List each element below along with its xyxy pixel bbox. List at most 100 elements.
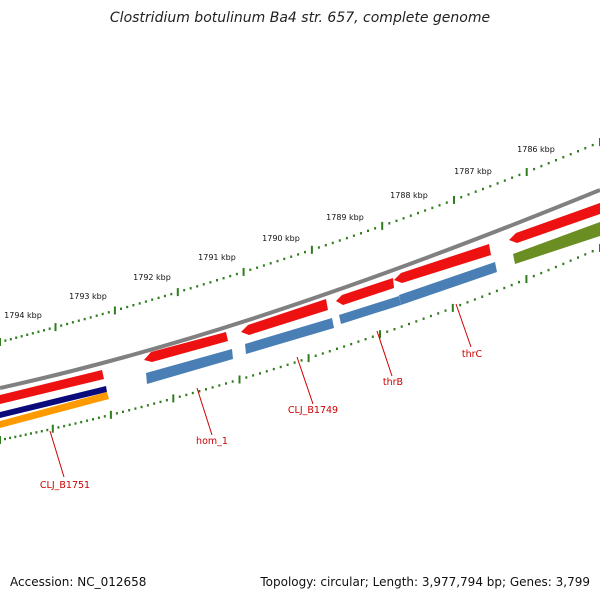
ruler-label-1792: 1792 kbp: [133, 273, 171, 282]
ruler-minor-tick: [290, 255, 293, 258]
feature-orange: [0, 392, 109, 428]
inner-minor-tick: [159, 400, 162, 404]
inner-minor-tick: [328, 350, 331, 353]
ruler-minor-tick: [331, 241, 334, 245]
inner-minor-tick: [314, 354, 317, 357]
ruler-minor-tick: [438, 204, 441, 207]
ruler-minor-tick: [107, 311, 110, 314]
inner-minor-tick: [245, 376, 248, 379]
gene-cds-thrc-forward: [394, 244, 491, 283]
ruler-minor-tick: [482, 187, 484, 191]
genome-summary-text: Topology: circular; Length: 3,977,794 bp…: [259, 575, 590, 589]
ruler-minor-tick: [352, 234, 355, 237]
inner-minor-tick: [357, 340, 360, 343]
ruler-label-1791: 1791 kbp: [198, 253, 236, 262]
ruler-minor-tick: [89, 316, 92, 319]
inner-minor-tick: [466, 301, 469, 304]
gene-labels: CLJ_B1751 hom_1 CLJ_B1749 thrB thrC: [40, 349, 483, 491]
ruler-minor-tick: [304, 250, 306, 254]
gene-cds-clj-b1749-reverse: [245, 318, 334, 354]
inner-minor-tick: [473, 298, 476, 301]
inner-minor-tick: [569, 259, 572, 262]
inner-minor-tick: [92, 418, 94, 421]
inner-major-tick: [0, 436, 1, 444]
ruler-minor-tick: [409, 214, 412, 217]
inner-minor-tick: [554, 265, 557, 269]
ruler-minor-tick: [196, 285, 199, 288]
ruler-minor-tick: [345, 236, 348, 240]
inner-minor-tick: [231, 380, 234, 383]
ruler-minor-tick: [511, 176, 514, 179]
gene-cds-right-green: [513, 222, 600, 264]
inner-minor-tick: [9, 436, 12, 440]
inner-minor-tick: [265, 370, 268, 373]
ruler-minor-tick: [496, 182, 499, 185]
ruler-minor-tick: [374, 227, 377, 230]
inner-minor-tick: [408, 322, 410, 326]
ruler-minor-tick: [77, 319, 80, 322]
inner-minor-tick: [178, 395, 181, 398]
inner-major-tick: [238, 375, 241, 384]
inner-minor-tick: [165, 399, 168, 402]
gene-cds-clj-b1749-forward: [241, 299, 328, 335]
inner-major-tick: [379, 330, 381, 339]
ruler-minor-tick: [37, 330, 40, 333]
inner-minor-tick: [286, 363, 289, 366]
accession-text: Accession: NC_012658: [10, 575, 146, 589]
ruler-minor-tick: [467, 193, 470, 196]
inner-minor-tick: [510, 283, 513, 287]
inner-major-tick: [307, 354, 310, 363]
inner-minor-tick: [503, 286, 506, 290]
inner-minor-tick: [422, 317, 425, 320]
ruler-minor-tick: [562, 156, 565, 159]
ruler-minor-tick: [518, 173, 521, 177]
ruler-minor-tick: [43, 329, 45, 332]
inner-minor-tick: [128, 409, 131, 412]
inner-tick-track: [0, 244, 600, 444]
ruler-minor-tick: [474, 190, 477, 193]
ruler-labels: 1786 kbp 1787 kbp 1788 kbp 1789 kbp 1790…: [4, 145, 555, 320]
inner-major-tick: [51, 424, 54, 433]
inner-minor-tick: [279, 365, 282, 369]
ruler-major-tick: [525, 168, 528, 176]
ruler-major-tick: [54, 323, 57, 332]
inner-minor-tick: [400, 325, 403, 328]
inner-minor-tick: [14, 435, 17, 439]
inner-minor-tick: [584, 253, 587, 256]
ruler-minor-tick: [269, 262, 272, 265]
ruler-minor-tick: [489, 185, 492, 188]
inner-minor-tick: [540, 271, 543, 275]
ruler-minor-tick: [209, 281, 212, 284]
ruler-minor-tick: [577, 150, 579, 153]
ruler-minor-tick: [324, 244, 327, 247]
inner-minor-tick: [225, 382, 227, 385]
inner-minor-tick: [429, 314, 432, 318]
inner-minor-tick: [134, 407, 137, 410]
ruler-minor-tick: [533, 167, 536, 171]
ruler-major-tick: [0, 338, 1, 346]
ruler-minor-tick: [138, 302, 141, 305]
ruler-minor-tick: [360, 232, 362, 235]
inner-minor-tick: [518, 280, 520, 284]
ruler-minor-tick: [26, 333, 29, 336]
inner-minor-tick: [364, 338, 367, 341]
inner-minor-tick: [146, 404, 149, 407]
gene-cds-thrb-reverse: [339, 296, 401, 324]
reverse-strand-track: [0, 222, 600, 428]
ruler-minor-tick: [202, 283, 205, 286]
ruler-minor-tick: [151, 298, 154, 301]
map-title: Clostridium botulinum Ba4 str. 657, comp…: [110, 10, 490, 26]
ruler-minor-tick: [83, 317, 86, 321]
ruler-minor-tick: [60, 324, 63, 327]
inner-minor-tick: [218, 384, 221, 387]
ruler-minor-tick: [144, 300, 147, 303]
ruler-minor-tick: [222, 277, 225, 280]
ruler-minor-tick: [297, 253, 300, 256]
ruler-minor-tick: [424, 209, 427, 212]
ruler-minor-tick: [183, 289, 186, 292]
ruler-label-1794: 1794 kbp: [4, 311, 42, 320]
forward-strand-track: [0, 203, 600, 404]
inner-minor-tick: [386, 330, 389, 333]
ruler-minor-tick: [235, 272, 238, 276]
ruler-minor-tick: [126, 305, 129, 309]
